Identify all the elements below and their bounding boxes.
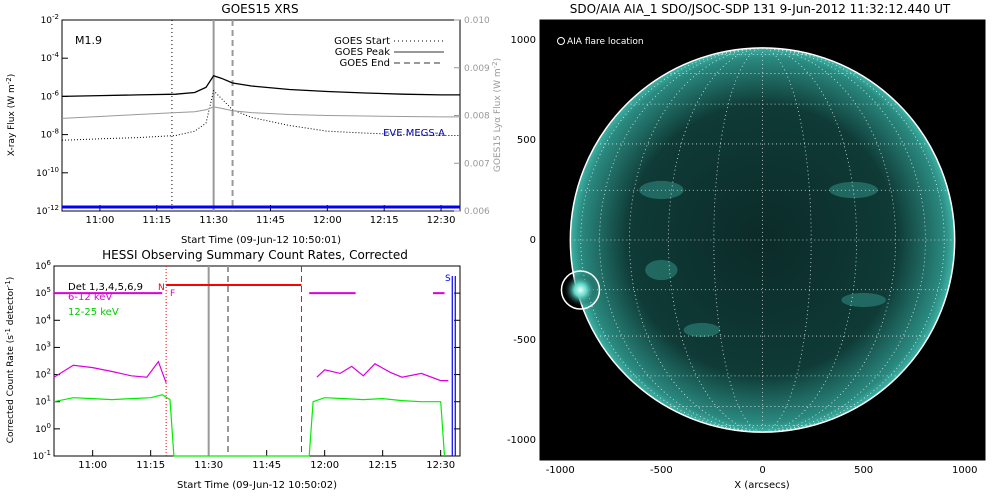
active-region [841,292,886,308]
longitude-line [580,47,763,433]
aia-x-ticks: -1000 -500 0 500 1000 [546,454,977,476]
hessi-y-tick-label: 100 [35,422,51,435]
hessi-flag-s: S [445,274,451,284]
goes-x-label: Start Time (09-Jun-12 10:50:01) [181,235,341,246]
hessi-series [53,283,449,457]
aia-legend-label: AIA flare location [567,37,644,47]
active-region [645,259,678,281]
flare-emission [564,274,597,306]
goes-eve-annotation: EVE MEGS-A [383,128,445,139]
aia-y-tick-label: 1000 [511,35,536,46]
goes-y2-tick-label: 0.010 [464,16,490,26]
hessi-y-tick-label: 10-1 [33,449,51,462]
hessi-series-0 [316,363,449,382]
aia-image [547,24,978,456]
goes-x-tick-label: 12:30 [427,215,456,226]
longitude-line [629,47,763,433]
aia-x-tick-label: 500 [854,465,873,476]
aia-legend-marker [557,37,565,45]
aia-x-tick-label: 1000 [952,465,977,476]
goes-y-tick-label: 10-8 [41,128,59,141]
longitude-line [762,47,896,433]
sun-limb [569,47,956,433]
goes-title: GOES15 XRS [221,2,298,16]
goes-x-tick-label: 12:15 [370,215,399,226]
goes-y2-tick-label: 0.006 [464,207,490,217]
longitude-line [599,47,763,433]
hessi-y-label: Corrected Count Rate (s-1 detector-1) [4,277,16,444]
hessi-x-tick-label: 11:00 [78,460,107,471]
goes-series-line-2 [61,106,460,119]
legend-goes-end: GOES End [340,58,390,69]
aia-y-tick-label: 0 [530,235,536,246]
goes-legend: GOES Start GOES Peak GOES End [334,36,444,69]
goes-y2-label: GOES15 Lyα Flux (W m-2) [491,58,503,172]
goes-x-tick-label: 11:00 [85,215,114,226]
longitude-line [762,47,945,433]
hessi-y-tick-label: 106 [35,259,51,272]
hessi-x-tick-label: 12:15 [368,460,397,471]
aia-x-tick-label: -1000 [546,465,575,476]
goes-x-tick-label: 11:15 [142,215,171,226]
hessi-flag-f: F [170,289,175,299]
hessi-series-1 [53,394,446,457]
goes-y-ticks: 10-12 10-10 10-8 10-6 10-4 10-2 [36,13,68,217]
goes-series [61,75,460,141]
hessi-x-tick-label: 11:30 [194,460,223,471]
hessi-x-tick-label: 12:30 [426,460,455,471]
legend-goes-start: GOES Start [334,36,390,47]
aia-y-ticks: 1000 500 0 -500 -1000 [507,35,546,446]
hessi-y-tick-label: 102 [35,368,51,381]
hessi-x-label: Start Time (09-Jun-12 10:50:02) [177,480,337,491]
hessi-y-tick-label: 103 [35,340,51,353]
hessi-legend-6-12: 6-12 keV [68,292,112,303]
hessi-x-tick-label: 12:00 [310,460,339,471]
hessi-legend-det: Det 1,3,4,5,6,9 [68,282,143,293]
hessi-plot-frame [53,265,461,457]
goes-series-line-0 [61,75,460,98]
hessi-series-0 [53,360,167,383]
goes-y-tick-label: 10-6 [41,89,60,102]
hessi-x-ticks: 11:00 11:15 11:30 11:45 12:00 12:15 12:30 [78,450,455,471]
sun-grid [570,47,955,433]
goes-y-tick-label: 10-12 [36,204,59,217]
goes-y-label: X-ray Flux (W m-2) [5,74,17,156]
hessi-legend-12-25: 12-25 keV [68,307,119,318]
goes-x-tick-label: 12:00 [313,215,342,226]
aia-y-tick-label: -500 [513,335,536,346]
goes-x-tick-label: 11:30 [199,215,228,226]
aia-y-tick-label: -1000 [507,435,536,446]
hessi-y-tick-label: 105 [35,286,51,299]
aia-title: SDO/AIA AIA_1 SDO/JSOC-SDP 131 9-Jun-201… [570,2,951,16]
aia-flare-marker [560,270,601,310]
goes-y-tick-label: 10-2 [41,13,59,26]
aia-x-tick-label: -500 [650,465,673,476]
goes-y2-tick-label: 0.007 [464,159,490,169]
aia-panel: SDO/AIA AIA_1 SDO/JSOC-SDP 131 9-Jun-201… [507,2,986,491]
longitude-line [762,47,926,433]
aia-x-tick-label: 0 [759,465,765,476]
hessi-x-tick-label: 11:45 [252,460,281,471]
hessi-x-tick-label: 11:15 [136,460,165,471]
hessi-y-tick-label: 104 [35,313,51,326]
active-region [683,322,721,338]
goes-markers [171,20,234,211]
goes-y-tick-label: 10-4 [41,51,60,64]
goes-y2-tick-label: 0.009 [464,64,490,74]
goes-panel: GOES15 XRS 10-12 10-10 10-8 10-6 10-4 10-2 0.… [5,2,503,246]
goes-x-tick-label: 11:45 [256,215,285,226]
goes-flare-class: M1.9 [75,34,102,47]
goes-y2-tick-label: 0.008 [464,112,490,122]
goes-y-tick-label: 10-10 [36,166,59,179]
goes-y2-ticks: 0.006 0.007 0.008 0.009 0.010 [454,16,490,217]
hessi-flag-n: N [158,283,165,293]
legend-goes-peak: GOES Peak [335,47,390,58]
aia-x-label: X (arcsecs) [734,480,790,491]
hessi-title: HESSI Observing Summary Count Rates, Cor… [102,248,408,262]
aia-y-tick-label: 500 [517,135,536,146]
hessi-markers [165,266,456,456]
hessi-y-tick-label: 101 [35,395,51,408]
hessi-panel: HESSI Observing Summary Count Rates, Cor… [4,248,461,491]
